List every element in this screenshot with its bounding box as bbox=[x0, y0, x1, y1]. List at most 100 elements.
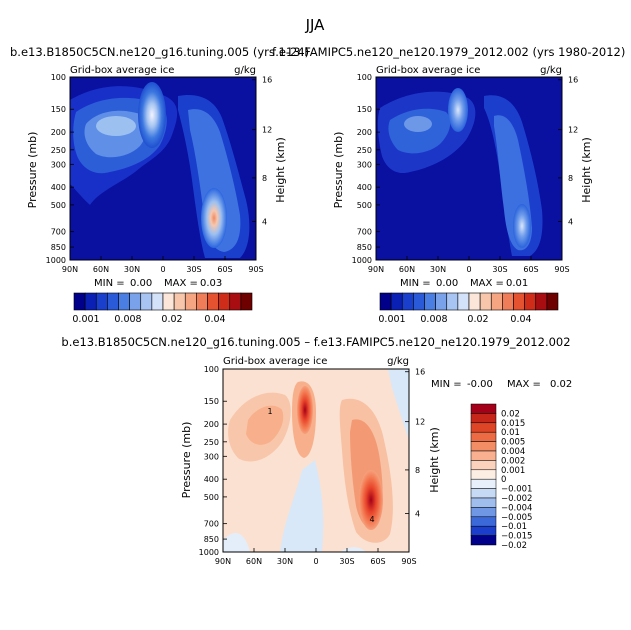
colorbar-swatch bbox=[524, 292, 537, 311]
y-tick-label: 300 bbox=[357, 160, 372, 169]
colorbar-label: −0.005 bbox=[501, 513, 532, 523]
x-tick-label: 30S bbox=[186, 265, 201, 274]
panel-2-ylabel-right: Height (km) bbox=[580, 137, 593, 203]
colorbar-swatch bbox=[470, 441, 497, 452]
panel-2-min: 0.00 bbox=[436, 278, 458, 289]
colorbar-label: −0.02 bbox=[501, 541, 527, 551]
colorbar-swatch bbox=[435, 292, 448, 311]
y-tick-label: 150 bbox=[51, 105, 66, 114]
colorbar-swatch bbox=[502, 292, 514, 311]
colorbar-swatch bbox=[424, 292, 436, 311]
panel-3: b.e13.B1850C5CN.ne120_g16.tuning.005 – f… bbox=[61, 335, 572, 566]
panel-1-cb-label-1: 0.008 bbox=[114, 314, 141, 325]
y-right-tick-label: 12 bbox=[568, 126, 578, 135]
panel-1-units: g/kg bbox=[234, 65, 256, 76]
y-tick-label: 100 bbox=[357, 73, 372, 82]
panel-1-cb-label-3: 0.04 bbox=[204, 314, 225, 325]
panel-1: b.e13.B1850C5CN.ne120_g16.tuning.005 (yr… bbox=[10, 45, 309, 325]
colorbar-swatch bbox=[470, 525, 497, 536]
panel-2-max-label: MAX = bbox=[470, 278, 504, 289]
y-tick-label: 500 bbox=[51, 201, 66, 210]
y-right-tick-label: 12 bbox=[262, 126, 272, 135]
y-tick-label: 150 bbox=[204, 397, 219, 406]
x-tick-label: 30S bbox=[492, 265, 507, 274]
panel-1-x-ticks: 90N 60N 30N 0 30S 60S 90S bbox=[62, 256, 264, 274]
y-tick-label: 850 bbox=[51, 243, 66, 252]
colorbar-label: 0.005 bbox=[501, 438, 525, 448]
panel-1-ylabel: Pressure (mb) bbox=[26, 132, 39, 209]
colorbar-label: 0 bbox=[501, 475, 506, 485]
panel-1-cb-label-2: 0.02 bbox=[161, 314, 182, 325]
x-tick-label: 60N bbox=[93, 265, 109, 274]
panel-2-cb-label-1: 0.008 bbox=[420, 314, 447, 325]
colorbar-swatch bbox=[140, 292, 153, 311]
panel-1-title: b.e13.B1850C5CN.ne120_g16.tuning.005 (yr… bbox=[10, 45, 309, 59]
panel-1-max: 0.03 bbox=[200, 278, 222, 289]
y-tick-label: 250 bbox=[357, 146, 372, 155]
y-tick-label: 300 bbox=[51, 160, 66, 169]
panel-3-max: 0.02 bbox=[550, 379, 572, 390]
panel-1-field bbox=[70, 77, 256, 260]
colorbar-label: 0.02 bbox=[501, 409, 520, 419]
panel-3-ylabel-right: Height (km) bbox=[428, 427, 441, 493]
colorbar-label: −0.001 bbox=[501, 485, 532, 495]
x-tick-label: 30N bbox=[430, 265, 446, 274]
x-tick-label: 60N bbox=[246, 557, 262, 566]
y-tick-label: 400 bbox=[357, 183, 372, 192]
colorbar-swatch bbox=[218, 292, 231, 311]
panel-3-field: 1 4 bbox=[223, 369, 409, 552]
colorbar-swatch bbox=[546, 292, 559, 311]
panel-2-cb-label-2: 0.02 bbox=[467, 314, 488, 325]
panel-3-x-ticks: 90N 60N 30N 0 30S 60S 90S bbox=[215, 548, 417, 566]
y-tick-label: 850 bbox=[204, 535, 219, 544]
panel-3-max-label: MAX = bbox=[507, 379, 541, 390]
colorbar-swatch bbox=[162, 292, 175, 311]
colorbar-swatch bbox=[470, 488, 497, 499]
colorbar-swatch bbox=[129, 292, 142, 311]
colorbar-swatch bbox=[413, 292, 425, 311]
y-tick-label: 300 bbox=[204, 452, 219, 461]
colorbar-swatch bbox=[151, 292, 164, 311]
panel-2-cb-label-3: 0.04 bbox=[510, 314, 531, 325]
panel-1-ylabel-right: Height (km) bbox=[274, 137, 287, 203]
colorbar-swatch bbox=[470, 413, 497, 424]
x-tick-label: 0 bbox=[160, 265, 165, 274]
x-tick-label: 30N bbox=[277, 557, 293, 566]
panel-3-title: b.e13.B1850C5CN.ne120_g16.tuning.005 – f… bbox=[61, 335, 570, 349]
colorbar-swatch bbox=[457, 292, 470, 311]
panel-3-contour-label-2: 4 bbox=[369, 515, 374, 524]
colorbar-swatch bbox=[470, 460, 497, 471]
colorbar-swatch bbox=[95, 292, 108, 311]
colorbar-swatch bbox=[470, 403, 497, 414]
x-tick-label: 90S bbox=[248, 265, 263, 274]
y-tick-label: 850 bbox=[357, 243, 372, 252]
colorbar-label: 0.004 bbox=[501, 447, 525, 457]
colorbar-swatch bbox=[379, 292, 392, 311]
panel-2-units: g/kg bbox=[540, 65, 562, 76]
y-tick-label: 200 bbox=[204, 420, 219, 429]
panel-1-cb-label-0: 0.001 bbox=[72, 314, 99, 325]
x-tick-label: 90N bbox=[62, 265, 78, 274]
colorbar-swatch bbox=[401, 292, 414, 311]
colorbar-swatch bbox=[184, 292, 197, 311]
colorbar-swatch bbox=[468, 292, 481, 311]
y-right-tick-label: 4 bbox=[262, 217, 267, 226]
panel-3-units: g/kg bbox=[387, 356, 409, 367]
colorbar-swatch bbox=[470, 497, 497, 508]
panel-3-ylabel: Pressure (mb) bbox=[180, 422, 193, 499]
page-title: JJA bbox=[305, 16, 326, 34]
colorbar-label: −0.002 bbox=[501, 494, 532, 504]
x-tick-label: 30S bbox=[339, 557, 354, 566]
panel-1-y-ticks-right: 16 12 8 4 bbox=[252, 76, 272, 226]
y-tick-label: 100 bbox=[51, 73, 66, 82]
colorbar-swatch bbox=[229, 292, 242, 311]
colorbar-label: 0.001 bbox=[501, 466, 525, 476]
y-tick-label: 200 bbox=[357, 128, 372, 137]
y-tick-label: 200 bbox=[51, 128, 66, 137]
panel-3-y-ticks-right: 16 12 8 4 bbox=[405, 368, 425, 518]
y-tick-label: 500 bbox=[357, 201, 372, 210]
colorbar-swatch bbox=[107, 292, 119, 311]
x-tick-label: 60S bbox=[217, 265, 232, 274]
panel-3-subtitle: Grid-box average ice bbox=[223, 356, 327, 367]
